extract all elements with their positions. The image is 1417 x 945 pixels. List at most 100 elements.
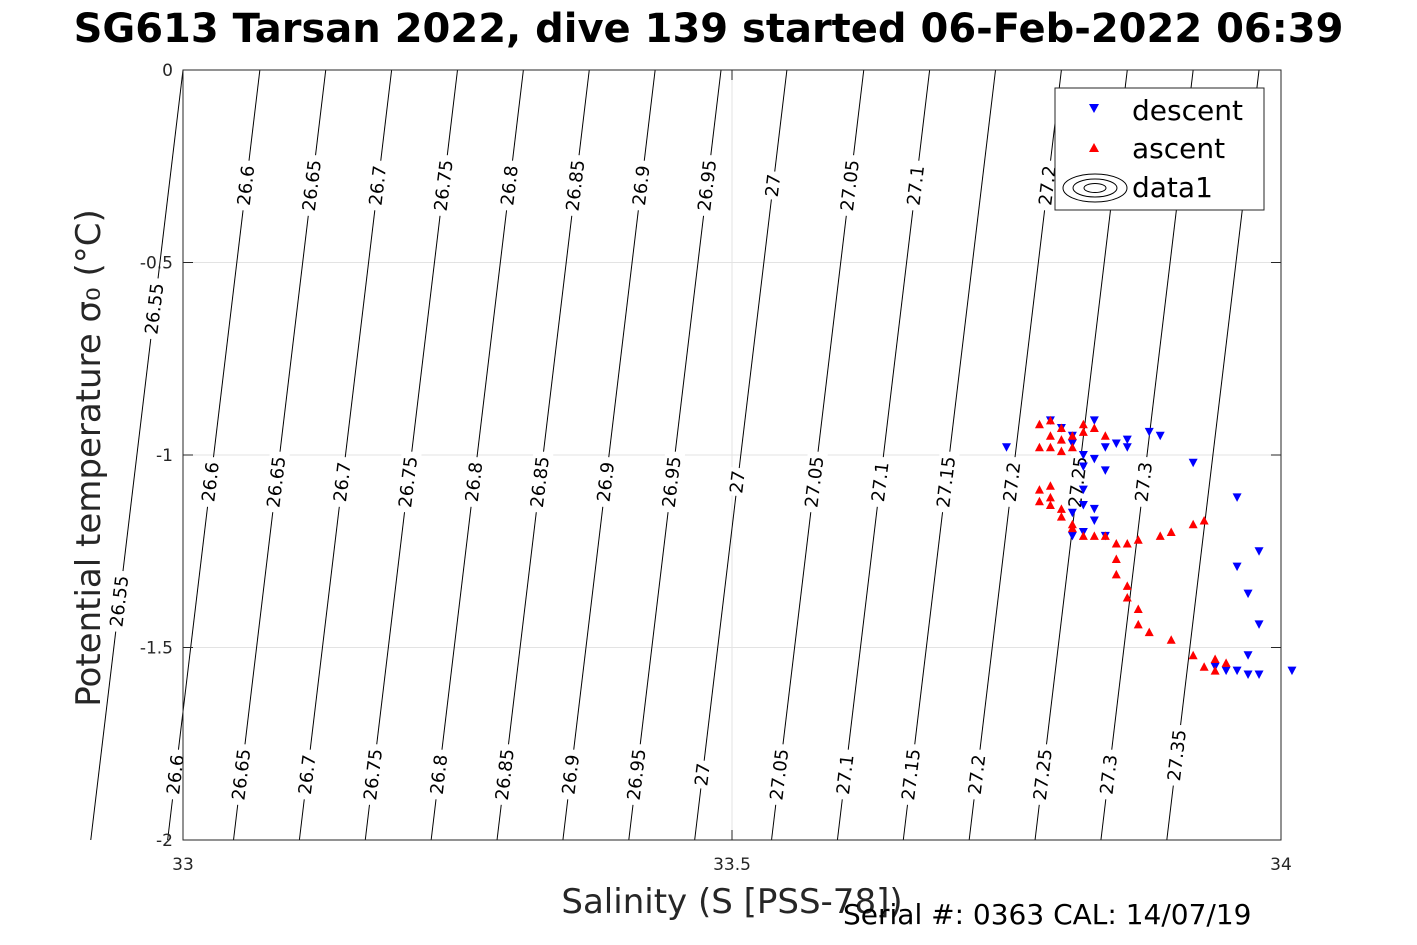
legend-entry-ascent: ascent <box>1132 132 1225 165</box>
contour-label-bg-middle-0 <box>105 569 133 633</box>
contour-label-bg-lower-15 <box>1163 723 1191 787</box>
descent-point <box>1089 416 1099 425</box>
ascent-point <box>1199 662 1209 671</box>
contour-label-group-lower-6: 26.9 <box>557 748 584 801</box>
contour-label-bg-middle-13 <box>999 455 1025 508</box>
contour-label-upper-1: 26.6 <box>234 164 260 206</box>
x-axis-label: Salinity (S [PSS-78]) <box>561 882 902 922</box>
contour-label-middle-11: 27.1 <box>868 461 894 503</box>
serial-calibration-info: Serial #: 0363 CAL: 14/07/19 <box>843 898 1252 931</box>
contour-label-middle-0: 26.55 <box>106 575 133 629</box>
contour-label-bg-upper-2 <box>298 154 326 217</box>
ascent-point <box>1122 592 1132 602</box>
chart-title: SG613 Tarsan 2022, dive 139 started 06-F… <box>73 6 1344 52</box>
contour-label-middle-7: 26.9 <box>593 461 619 503</box>
contour-label-group-upper-5: 26.8 <box>496 159 523 212</box>
ascent-point <box>1133 535 1143 544</box>
contour-label-group-upper-7: 26.9 <box>628 159 655 212</box>
contour-label-middle-9: 27 <box>726 469 750 494</box>
descent-point <box>1089 516 1099 525</box>
contour-label-middle-13: 27.2 <box>1000 461 1026 503</box>
y-tick-label-1: -0.5 <box>140 254 173 274</box>
data-points <box>1002 415 1297 679</box>
contour-label-group-upper-1: 26.6 <box>233 159 260 212</box>
contour-label-bg-upper-5 <box>496 159 523 212</box>
contour-label-group-middle-5: 26.8 <box>461 455 487 508</box>
contour-label-group-lower-12: 27.2 <box>964 748 991 801</box>
ascent-point <box>1100 531 1110 540</box>
contour-label-upper-11: 27.1 <box>903 164 929 206</box>
contour-label-bg-lower-3 <box>359 743 387 807</box>
contour-label-bg-middle-11 <box>867 455 894 508</box>
descent-point <box>1144 427 1154 437</box>
ascent-point <box>1067 523 1077 533</box>
contour-label-bg-upper-0 <box>140 277 168 341</box>
ascent-point <box>1067 442 1077 452</box>
descent-point <box>1111 439 1121 448</box>
contour-label-bg-upper-1 <box>233 159 259 212</box>
contour-label-bg-lower-1 <box>227 743 255 807</box>
contour-label-bg-upper-11 <box>902 159 929 212</box>
ascent-point <box>1221 658 1231 667</box>
descent-point <box>1078 451 1088 460</box>
legend-entry-data1: data1 <box>1132 171 1213 204</box>
contour-label-bg-lower-6 <box>557 748 584 801</box>
ascent-point <box>1056 512 1066 521</box>
descent-point <box>1254 620 1264 629</box>
contour-label-group-middle-1: 26.6 <box>197 455 224 508</box>
descent-point <box>1243 589 1253 599</box>
contour-label-group-lower-10: 27.1 <box>832 748 859 801</box>
contour-label-group-upper-3: 26.7 <box>364 159 391 212</box>
contour-label-group-lower-3: 26.75 <box>359 743 387 807</box>
axis-ticks: 33 33.5 34 0 -0.5 -1 -1.5 -2 <box>140 61 1292 875</box>
y-axis-label: Potential temperature σ₀ (°C) <box>69 209 109 707</box>
contour-label-bg-middle-6 <box>526 450 554 514</box>
ascent-point <box>1133 619 1143 629</box>
contour-label-group-middle-13: 27.2 <box>999 455 1026 508</box>
ascent-point <box>1045 481 1055 490</box>
ascent-point <box>1045 442 1055 452</box>
ascent-point <box>1144 627 1154 637</box>
contour-label-lower-12: 27.2 <box>965 753 991 795</box>
contour-label-bg-lower-2 <box>294 748 321 801</box>
contour-label-bg-upper-3 <box>364 159 391 212</box>
contour-label-group-lower-11: 27.15 <box>897 743 925 807</box>
contour-label-group-upper-8: 26.95 <box>693 154 721 217</box>
ascent-point <box>1210 654 1220 664</box>
contour-label-bg-lower-8 <box>690 759 715 790</box>
descent-point <box>1243 651 1253 660</box>
descent-point <box>1100 466 1110 475</box>
descent-point <box>1155 431 1165 441</box>
contour-label-bg-upper-9 <box>761 170 785 201</box>
descent-point <box>1078 501 1088 510</box>
contour-label-bg-middle-7 <box>592 455 619 508</box>
descent-point <box>1221 666 1231 676</box>
descent-point <box>1100 443 1110 452</box>
descent-point <box>1254 547 1264 556</box>
descent-point <box>1089 454 1099 464</box>
contour-label-bg-lower-11 <box>897 743 925 807</box>
descent-point <box>1188 458 1198 468</box>
contour-label-bg-middle-1 <box>197 455 224 508</box>
contour-label-middle-3: 26.7 <box>330 461 356 503</box>
contour-label-lower-4: 26.8 <box>427 753 453 795</box>
contour-label-bg-middle-15 <box>1130 455 1157 508</box>
y-tick-label-0: 0 <box>162 61 173 81</box>
contour-label-group-middle-10: 27.05 <box>800 450 828 514</box>
contour-label-lower-6: 26.9 <box>558 753 584 795</box>
contour-label-bg-middle-10 <box>800 450 828 514</box>
contour-label-group-middle-15: 27.3 <box>1130 455 1157 508</box>
contour-label-group-lower-8: 27 <box>690 759 715 790</box>
contour-label-upper-3: 26.7 <box>365 164 391 206</box>
ascent-point <box>1188 650 1198 660</box>
contour-label-group-lower-0: 26.6 <box>162 748 189 801</box>
descent-point <box>1232 666 1242 676</box>
contour-label-group-lower-2: 26.7 <box>294 748 321 801</box>
contour-label-upper-9: 27 <box>762 173 786 198</box>
contour-label-group-middle-4: 26.75 <box>394 450 422 514</box>
ascent-point <box>1111 539 1121 548</box>
legend-marker-ascent <box>1089 143 1099 152</box>
ascent-point <box>1034 485 1044 494</box>
